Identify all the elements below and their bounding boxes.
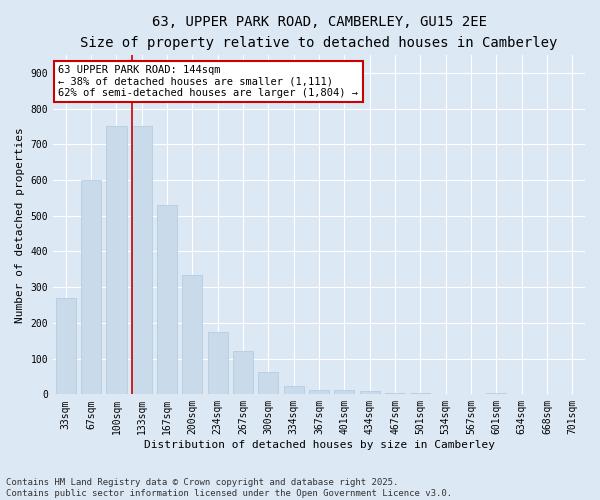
Bar xyxy=(334,390,355,394)
Bar xyxy=(182,274,202,394)
Bar xyxy=(233,352,253,395)
Bar xyxy=(359,391,380,394)
Bar xyxy=(56,298,76,394)
X-axis label: Distribution of detached houses by size in Camberley: Distribution of detached houses by size … xyxy=(143,440,494,450)
Bar xyxy=(410,392,430,394)
Bar xyxy=(157,205,177,394)
Bar xyxy=(284,386,304,394)
Text: 63 UPPER PARK ROAD: 144sqm
← 38% of detached houses are smaller (1,111)
62% of s: 63 UPPER PARK ROAD: 144sqm ← 38% of deta… xyxy=(58,65,358,98)
Bar xyxy=(81,180,101,394)
Bar xyxy=(106,126,127,394)
Title: 63, UPPER PARK ROAD, CAMBERLEY, GU15 2EE
Size of property relative to detached h: 63, UPPER PARK ROAD, CAMBERLEY, GU15 2EE… xyxy=(80,15,558,50)
Text: Contains HM Land Registry data © Crown copyright and database right 2025.
Contai: Contains HM Land Registry data © Crown c… xyxy=(6,478,452,498)
Bar xyxy=(208,332,228,394)
Bar xyxy=(385,392,405,394)
Bar xyxy=(258,372,278,394)
Bar xyxy=(131,126,152,394)
Y-axis label: Number of detached properties: Number of detached properties xyxy=(15,127,25,322)
Bar xyxy=(309,390,329,394)
Bar xyxy=(486,392,506,394)
